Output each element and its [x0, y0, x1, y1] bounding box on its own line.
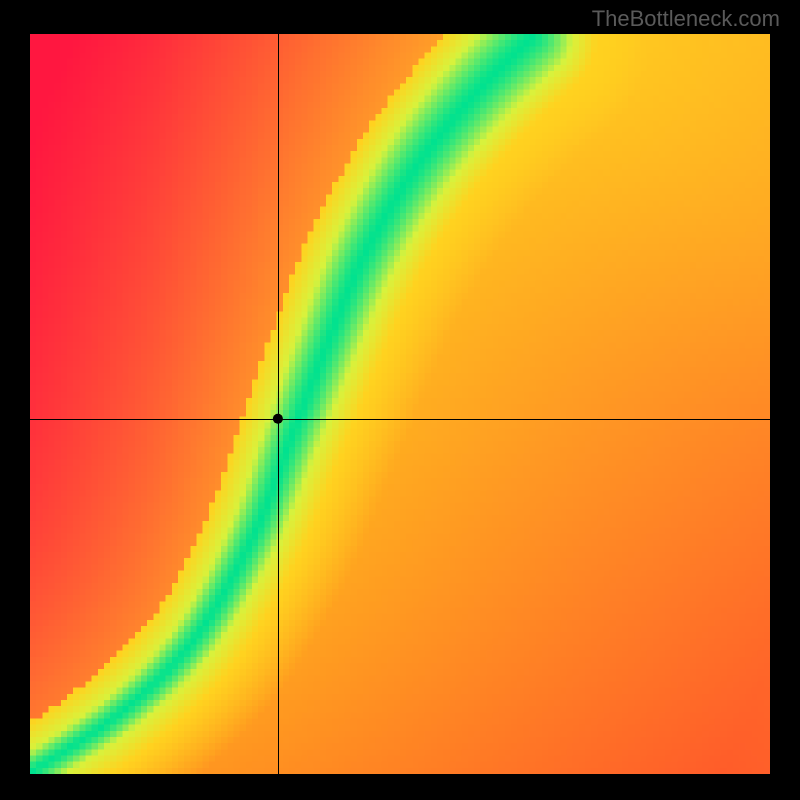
crosshair-overlay: [30, 34, 770, 774]
watermark-text: TheBottleneck.com: [592, 6, 780, 32]
chart-container: TheBottleneck.com: [0, 0, 800, 800]
